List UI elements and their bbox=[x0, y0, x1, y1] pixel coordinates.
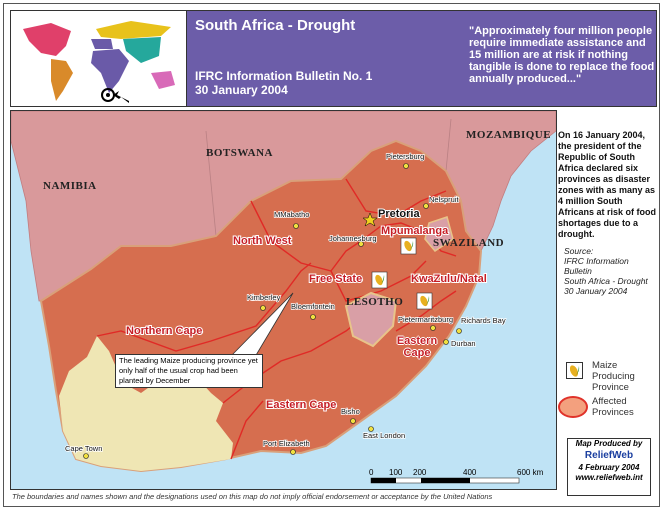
credit-label: Map Produced by bbox=[575, 439, 643, 448]
map-svg: NAMIBIA BOTSWANA MOZAMBIQUE SWAZILAND LE… bbox=[11, 111, 556, 489]
world-locator-map bbox=[11, 11, 187, 106]
city-label: Kimberley bbox=[247, 293, 281, 302]
city-marker bbox=[293, 223, 299, 229]
city-label: Cape Town bbox=[65, 444, 102, 453]
credit-date: 4 February 2004 bbox=[578, 463, 640, 472]
scale-bar: 0 100 200 400 600 km bbox=[369, 468, 544, 484]
legend-maize: Maize Producing Province bbox=[558, 360, 662, 393]
city-marker bbox=[403, 163, 409, 169]
maize-icon bbox=[416, 292, 433, 310]
city-label: Durban bbox=[451, 339, 476, 348]
maize-icon bbox=[566, 362, 583, 379]
country-label-namibia: NAMIBIA bbox=[43, 180, 97, 192]
city-label: East London bbox=[363, 431, 405, 440]
city-label: Johannesburg bbox=[329, 234, 377, 243]
page-frame bbox=[3, 3, 660, 507]
city-label: Pietermaritzburg bbox=[398, 315, 453, 324]
disclaimer: The boundaries and names shown and the d… bbox=[12, 492, 493, 501]
maize-icon bbox=[400, 237, 417, 255]
description: On 16 January 2004, the president of the… bbox=[558, 130, 657, 239]
province-label-northern-cape: Northern Cape bbox=[126, 325, 202, 337]
swaziland bbox=[424, 216, 454, 252]
city-marker bbox=[310, 314, 316, 320]
source-line: IFRC Information Bulletin bbox=[564, 256, 629, 276]
bulletin-info: IFRC Information Bulletin No. 1 30 Janua… bbox=[195, 69, 372, 97]
city-label: Nelspruit bbox=[429, 195, 460, 204]
bulletin-number: IFRC Information Bulletin No. 1 bbox=[195, 69, 373, 83]
province-label-north-west: North West bbox=[233, 235, 292, 247]
maize-callout: The leading Maize producing province yet… bbox=[115, 354, 263, 388]
source-line: South Africa - Drought bbox=[564, 276, 648, 286]
city-marker bbox=[350, 418, 356, 424]
source: Source: IFRC Information Bulletin South … bbox=[564, 246, 658, 296]
country-label-mozambique: MOZAMBIQUE bbox=[466, 129, 551, 141]
city-label: Port Elizabeth bbox=[263, 439, 310, 448]
scale-tick: 100 bbox=[389, 468, 403, 477]
world-map-icon bbox=[23, 21, 175, 103]
city-marker bbox=[430, 325, 436, 331]
reliefweb-logo: ReliefWeb bbox=[584, 450, 634, 461]
credit-box: Map Produced by ReliefWeb 4 February 200… bbox=[567, 438, 651, 496]
province-label-free-state: Free State bbox=[309, 273, 362, 285]
province-label-kwazulu-natal: KwaZulu/Natal bbox=[411, 273, 487, 285]
province-label-eastern-cape: Eastern Cape bbox=[266, 399, 336, 411]
affected-swatch bbox=[558, 396, 588, 418]
legend-affected-label: Affected Provinces bbox=[592, 396, 634, 418]
scale-tick: 400 bbox=[463, 468, 477, 477]
source-line: 30 January 2004 bbox=[564, 286, 628, 296]
city-marker bbox=[260, 305, 266, 311]
city-marker bbox=[368, 426, 374, 432]
lesotho bbox=[344, 291, 398, 348]
legend-maize-label: Maize Producing Province bbox=[592, 360, 635, 393]
city-marker bbox=[83, 453, 89, 459]
city-marker bbox=[358, 241, 364, 247]
city-label: Richards Bay bbox=[461, 316, 506, 325]
city-label: Bloemfontein bbox=[291, 302, 335, 311]
maize-markers bbox=[371, 237, 433, 310]
title-banner: South Africa - Drought IFRC Information … bbox=[187, 11, 656, 106]
scale-tick: 200 bbox=[413, 468, 427, 477]
side-panel: On 16 January 2004, the president of the… bbox=[558, 130, 658, 296]
city-label: Bisho bbox=[341, 407, 360, 416]
city-label: MMabatho bbox=[274, 210, 309, 219]
legend-affected: Affected Provinces bbox=[558, 396, 652, 418]
city-marker bbox=[456, 328, 462, 334]
maize-icon bbox=[371, 271, 388, 289]
quote: "Approximately four million people requi… bbox=[469, 25, 655, 85]
province-label-mpumalanga: Mpumalanga bbox=[381, 225, 449, 237]
country-label-swaziland: SWAZILAND bbox=[433, 237, 504, 249]
source-label: Source: bbox=[564, 246, 594, 256]
western-cape bbox=[59, 336, 233, 471]
city-marker bbox=[443, 339, 449, 345]
capital-star-icon bbox=[362, 212, 378, 227]
bulletin-date: 30 January 2004 bbox=[195, 83, 288, 97]
map-title: South Africa - Drought bbox=[195, 17, 356, 34]
city-label: Pietersburg bbox=[386, 152, 424, 161]
capital-label: Pretoria bbox=[378, 208, 420, 220]
credit-url[interactable]: www.reliefweb.int bbox=[575, 473, 643, 482]
scale-tick: 0 bbox=[369, 468, 374, 477]
scale-tick: 600 km bbox=[517, 468, 544, 477]
country-label-lesotho: LESOTHO bbox=[346, 296, 403, 308]
cities: Pietersburg Nelspruit MMabatho Johannesburg… bbox=[64, 151, 507, 459]
country-label-botswana: BOTSWANA bbox=[206, 147, 273, 159]
city-marker bbox=[423, 203, 429, 209]
map: NAMIBIA BOTSWANA MOZAMBIQUE SWAZILAND LE… bbox=[10, 110, 557, 490]
city-marker bbox=[290, 449, 296, 455]
province-label-eastern-cape-small: Eastern Cape bbox=[396, 335, 438, 359]
header: South Africa - Drought IFRC Information … bbox=[10, 10, 657, 107]
